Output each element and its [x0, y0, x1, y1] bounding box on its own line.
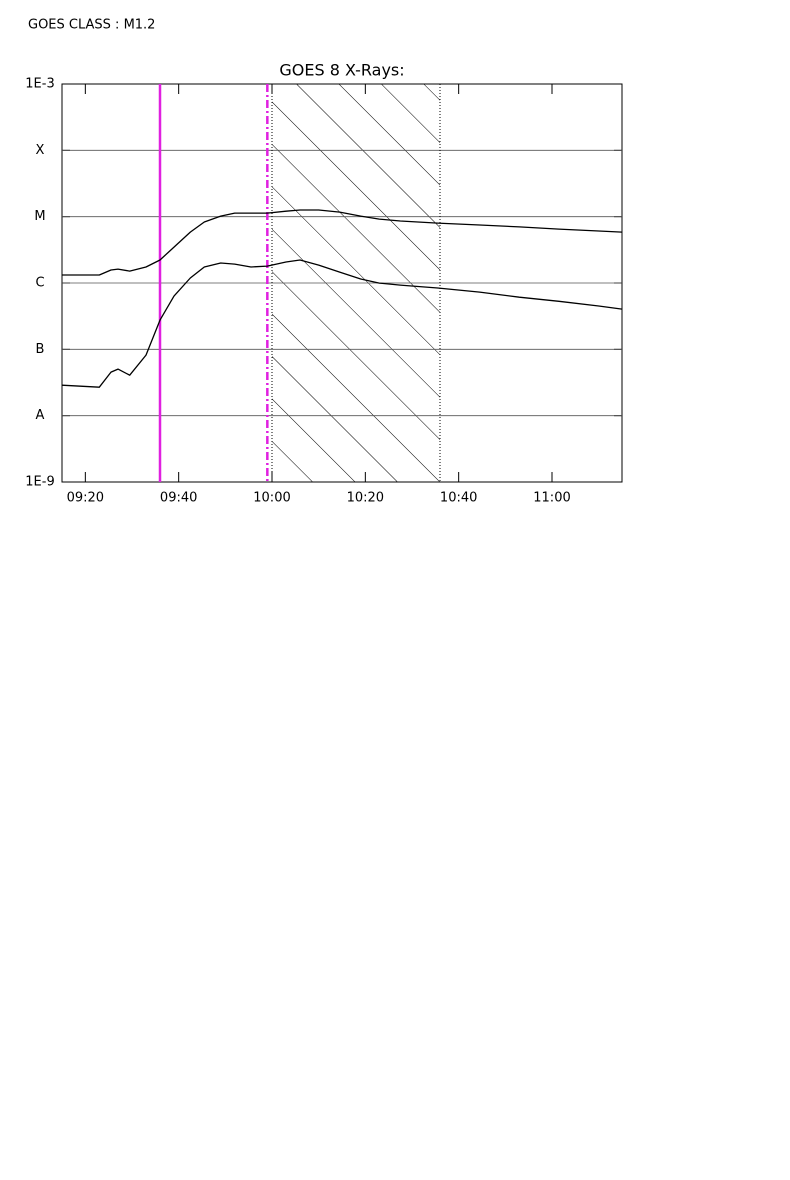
y-tick-label: 1E-3	[25, 77, 54, 92]
flux-line	[62, 209, 623, 276]
y-tick-label: A	[36, 408, 45, 423]
y-tick-label: M	[34, 209, 45, 224]
y-tick-label: C	[35, 276, 44, 291]
x-tick-label: 11:00	[533, 491, 570, 506]
goes-class: GOES CLASS : M1.2	[28, 18, 155, 33]
flux-line	[61, 259, 623, 388]
x-tick-label: 10:00	[253, 491, 290, 506]
y-tick-label: X	[36, 143, 45, 158]
chart-title: GOES 8 X-Rays:	[279, 61, 404, 80]
x-tick-label: 09:40	[160, 491, 197, 506]
x-tick-label: 09:20	[67, 491, 104, 506]
x-tick-label: 10:20	[347, 491, 384, 506]
y-tick-label: 1E-9	[25, 475, 54, 490]
x-tick-label: 10:40	[440, 491, 477, 506]
y-tick-label: B	[36, 342, 45, 357]
